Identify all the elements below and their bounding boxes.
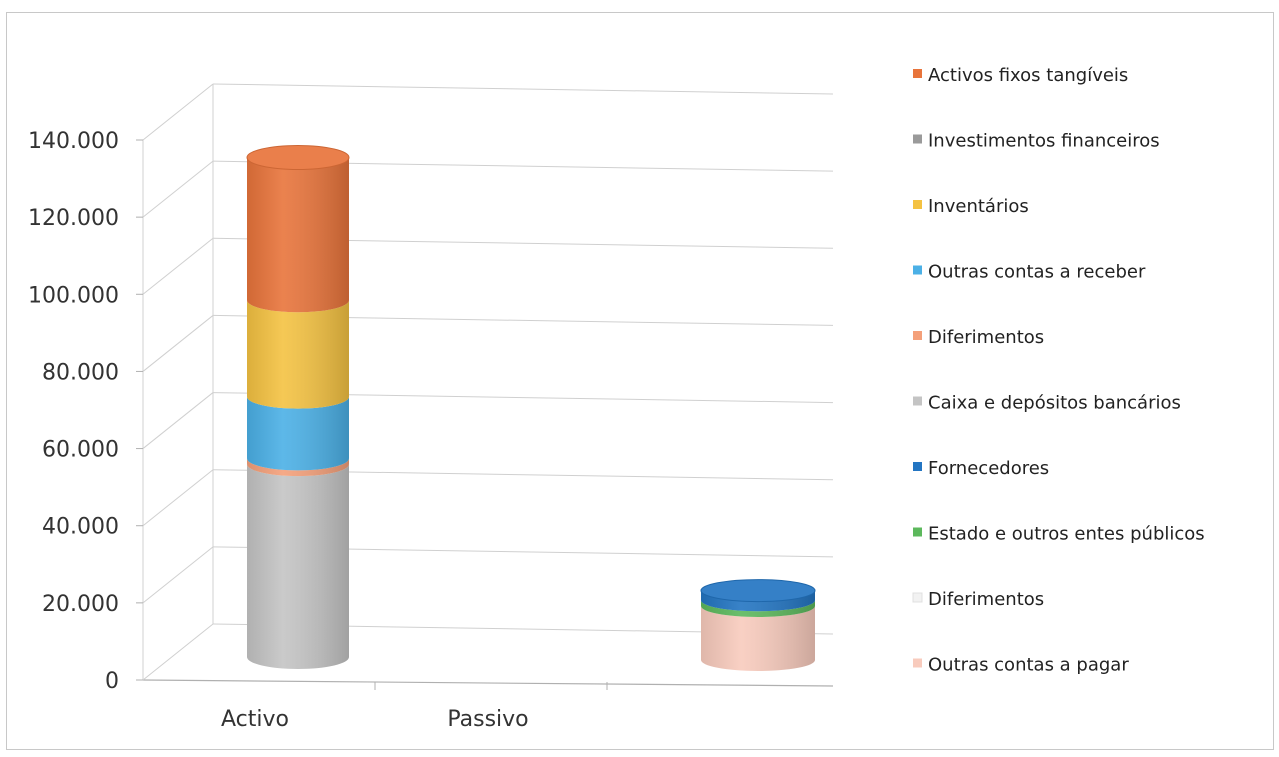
legend-swatch [913, 462, 922, 471]
y-tick-label: 0 [105, 669, 119, 694]
x-axis-tick-labels: Activo Passivo [221, 707, 529, 732]
legend-label: Outras contas a receber [928, 262, 1146, 283]
bar-segment-shading [701, 600, 815, 617]
gridline-side [142, 623, 214, 681]
gridline-back [212, 83, 834, 95]
legend-swatch [913, 658, 922, 668]
gridline-side [142, 83, 214, 141]
legend-label: Fornecedores [928, 458, 1049, 479]
legend-swatch [913, 527, 922, 537]
legend-item: Inventários [913, 196, 1029, 217]
legend-item: Investimentos financeiros [913, 131, 1160, 152]
legend-label: Diferimentos [928, 327, 1044, 348]
y-tick-label: 80.000 [42, 360, 119, 385]
legend-item: Estado e outros entes públicos [913, 524, 1205, 545]
legend-swatch [913, 200, 922, 209]
plot-walls [142, 84, 834, 687]
legend-label: Diferimentos [928, 589, 1044, 610]
y-tick-label: 40.000 [42, 515, 119, 540]
bar-stack-activo [246, 145, 350, 669]
y-tick-label: 100.000 [28, 283, 119, 308]
chart: 0 20.000 40.000 60.000 80.000 100.000 120.000 1… [28, 65, 1205, 732]
legend-label: Caixa e depósitos bancários [928, 393, 1181, 414]
y-tick-label: 140.000 [28, 129, 119, 154]
y-tick-label: 120.000 [28, 206, 119, 231]
legend-item: Caixa e depósitos bancários [913, 393, 1181, 414]
legend-item: Activos fixos tangíveis [913, 65, 1128, 86]
bar-segment-shading [247, 458, 349, 477]
gridline-side [142, 315, 214, 372]
legend-swatch [913, 69, 922, 78]
legend-item: Fornecedores [913, 458, 1049, 479]
legend: Activos fixos tangíveis Investimentos fin… [912, 65, 1205, 676]
bars [246, 145, 816, 671]
legend-item: Diferimentos [912, 589, 1044, 610]
bar-segment-shading [701, 590, 815, 612]
legend-label: Outras contas a pagar [928, 655, 1129, 676]
legend-swatch [913, 331, 922, 340]
legend-item: Outras contas a pagar [913, 655, 1129, 676]
gridline-side [142, 237, 214, 295]
legend-swatch [913, 396, 922, 406]
legend-label: Activos fixos tangíveis [928, 65, 1128, 86]
legend-swatch [913, 265, 922, 275]
gridline-side [142, 469, 214, 527]
legend-label: Inventários [928, 196, 1029, 217]
y-tick-label: 20.000 [42, 592, 119, 617]
legend-swatch [913, 134, 922, 144]
legend-swatch [912, 592, 923, 603]
legend-label: Estado e outros entes públicos [928, 524, 1205, 545]
legend-item: Outras contas a receber [913, 262, 1146, 283]
bar-top-cap [246, 145, 350, 170]
bar-segment-shading [247, 300, 349, 409]
gridline-side [142, 160, 214, 218]
y-tick-label: 60.000 [42, 438, 119, 463]
bar-stack-passivo [700, 579, 816, 671]
gridline-side [142, 392, 214, 449]
legend-label: Investimentos financeiros [928, 131, 1160, 152]
y-axis-tick-labels: 0 20.000 40.000 60.000 80.000 100.000 120.000 1… [28, 129, 119, 694]
legend-item: Diferimentos [913, 327, 1044, 348]
x-tick-label: Passivo [447, 707, 528, 732]
x-axis-line [142, 679, 834, 687]
bar-segment-shading [247, 464, 349, 669]
bar-segment-shading [247, 396, 349, 471]
bar-segment-shading [701, 606, 815, 671]
bar-top-cap [700, 579, 816, 603]
bar-segment-shading [247, 157, 349, 313]
chart-frame: 0 20.000 40.000 60.000 80.000 100.000 120.000 1… [6, 12, 1274, 750]
gridline-side [142, 546, 214, 604]
x-tick-label: Activo [221, 707, 289, 732]
